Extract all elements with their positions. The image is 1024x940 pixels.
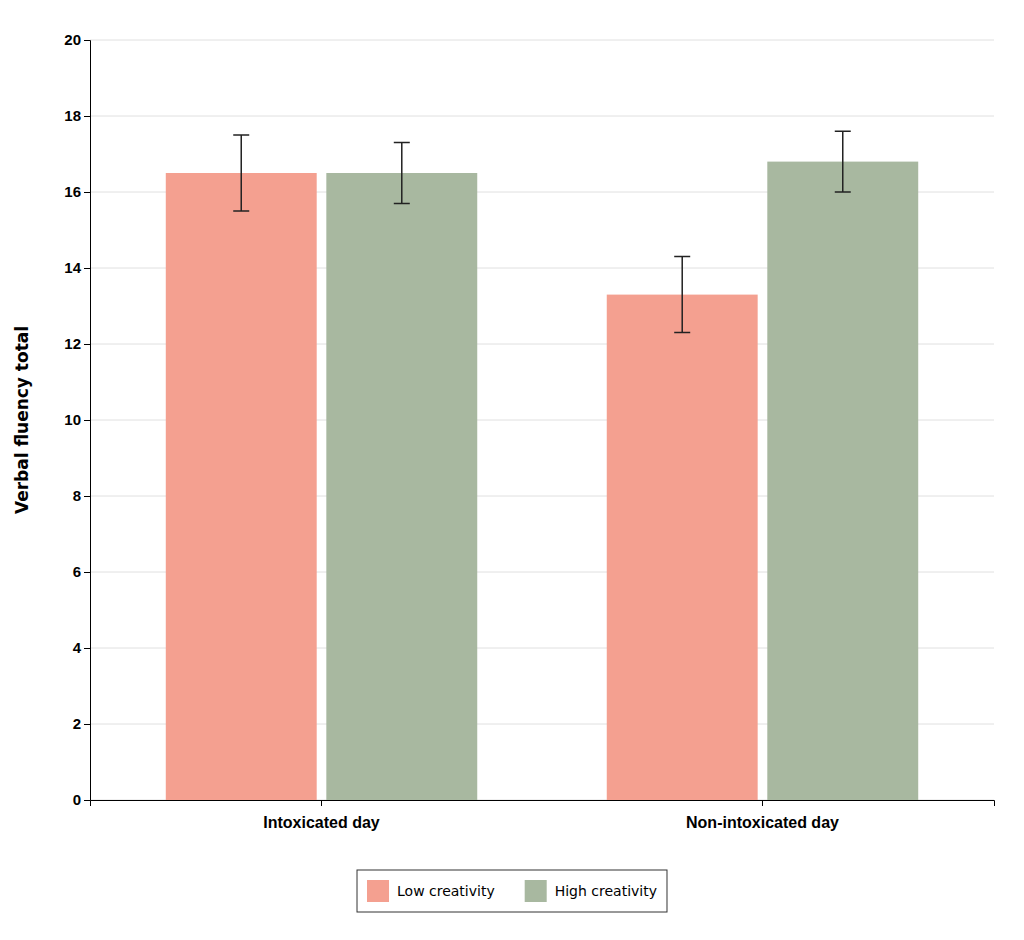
chart-container: Intoxicated day Non-intoxicated day 0 2 4 6 8 1… xyxy=(0,0,1024,940)
y-tick-label: 4 xyxy=(73,639,82,656)
y-tick-mark xyxy=(84,344,90,345)
y-tick-mark xyxy=(84,496,90,497)
y-tick-mark xyxy=(84,800,90,801)
y-tick-label: 8 xyxy=(73,487,81,504)
y-tick-mark xyxy=(84,648,90,649)
y-tick-label: 10 xyxy=(64,411,81,428)
grid xyxy=(90,40,994,800)
legend-frame xyxy=(357,870,667,912)
y-tick-label: 20 xyxy=(64,31,81,48)
y-tick-label: 2 xyxy=(73,715,81,732)
y-tick-mark xyxy=(84,420,90,421)
x-tick-mark xyxy=(762,800,763,806)
y-tick: 10 xyxy=(64,411,90,428)
error-bar xyxy=(674,257,690,333)
x-tick-mark xyxy=(321,800,322,806)
y-tick-mark xyxy=(84,192,90,193)
y-axis: 0 2 4 6 8 10 12 14 16 18 20 xyxy=(64,31,90,808)
y-tick: 20 xyxy=(64,31,90,48)
y-tick-mark xyxy=(84,116,90,117)
error-bar xyxy=(233,135,249,211)
legend-item: High creativity xyxy=(525,880,657,902)
error-bar xyxy=(835,131,851,192)
legend-swatch xyxy=(367,880,389,902)
y-axis-line xyxy=(84,41,91,801)
y-axis-title: Verbal fluency total xyxy=(12,326,32,514)
y-tick-label: 12 xyxy=(64,335,81,352)
y-tick: 0 xyxy=(73,791,90,808)
y-tick-mark xyxy=(84,724,90,725)
error-bar xyxy=(394,143,410,204)
plot-area xyxy=(166,131,918,800)
chart-svg: Intoxicated day Non-intoxicated day 0 2 4 6 8 1… xyxy=(0,0,1024,940)
y-tick-label: 16 xyxy=(64,183,81,200)
y-tick-label: 18 xyxy=(64,107,81,124)
bar xyxy=(326,173,477,800)
x-tick: Intoxicated day xyxy=(263,800,380,831)
y-tick-mark xyxy=(84,572,90,573)
x-tick-label: Non-intoxicated day xyxy=(686,814,839,831)
bar xyxy=(166,173,317,800)
bar-series xyxy=(166,173,758,800)
y-tick-label: 0 xyxy=(73,791,81,808)
x-axis: Intoxicated day Non-intoxicated day xyxy=(91,800,995,831)
y-tick: 8 xyxy=(73,487,90,504)
grid-line xyxy=(90,40,994,41)
legend: Low creativity High creativity xyxy=(357,870,667,912)
y-tick: 12 xyxy=(64,335,90,352)
y-tick-label: 14 xyxy=(64,259,81,276)
y-tick: 16 xyxy=(64,183,90,200)
y-tick: 18 xyxy=(64,107,90,124)
legend-label: High creativity xyxy=(555,883,657,899)
y-tick-mark xyxy=(84,40,90,41)
x-tick: Non-intoxicated day xyxy=(686,800,839,831)
grid-line xyxy=(90,116,994,117)
legend-swatch xyxy=(525,880,547,902)
x-axis-line xyxy=(91,801,995,807)
bar xyxy=(767,162,918,800)
y-tick: 14 xyxy=(64,259,90,276)
legend-item: Low creativity xyxy=(367,880,495,902)
y-tick: 6 xyxy=(73,563,90,580)
y-tick-label: 6 xyxy=(73,563,81,580)
y-tick: 4 xyxy=(73,639,90,656)
bar xyxy=(607,295,758,800)
y-tick: 2 xyxy=(73,715,90,732)
error-bars xyxy=(394,131,851,203)
legend-label: Low creativity xyxy=(397,883,495,899)
x-tick-label: Intoxicated day xyxy=(263,814,380,831)
y-tick-mark xyxy=(84,268,90,269)
bar-series xyxy=(326,162,918,800)
